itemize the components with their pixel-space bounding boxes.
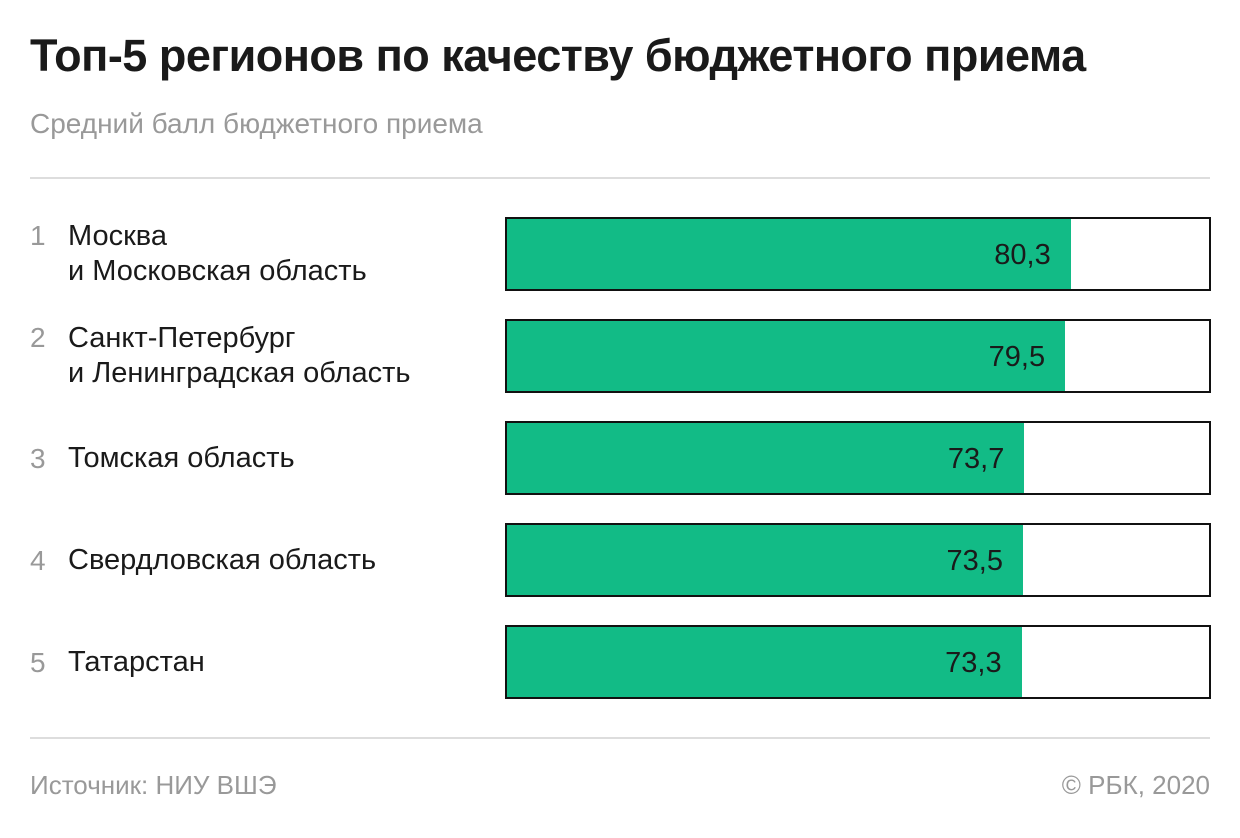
category-label-line: Москва <box>68 220 168 252</box>
rank-number: 3 <box>30 442 46 474</box>
bar-track: 80,3 <box>505 217 1211 291</box>
category-label: Татарстан <box>68 645 488 680</box>
category-label-line: и Московская область <box>68 255 367 287</box>
bar <box>507 321 1066 391</box>
category-label-line: и Ленинградская область <box>68 357 411 389</box>
category-label-line: Санкт-Петербург <box>68 322 296 354</box>
bar <box>507 627 1022 697</box>
copyright-note: © РБК, 2020 <box>1061 770 1210 800</box>
bar-value-label: 73,7 <box>947 443 1005 475</box>
bar <box>507 219 1071 289</box>
category-label: Томская область <box>68 441 488 476</box>
bar-track: 73,3 <box>505 625 1211 699</box>
chart-title: Топ-5 регионов по качеству бюджетного пр… <box>30 30 1086 81</box>
category-label: Свердловская область <box>68 543 488 578</box>
bar <box>507 423 1025 493</box>
category-label: Москва и Московская область <box>68 219 488 289</box>
rank-number: 1 <box>30 220 46 251</box>
top-divider <box>30 177 1210 179</box>
rank-number: 5 <box>30 646 46 678</box>
bar-value-label: 73,5 <box>946 545 1003 577</box>
rank-number: 2 <box>30 322 46 353</box>
bar-track: 73,7 <box>505 421 1211 495</box>
rank-number: 4 <box>30 544 46 576</box>
chart-subtitle: Средний балл бюджетного приема <box>30 108 483 139</box>
category-label-line: Томская область <box>68 441 295 474</box>
bar-value-label: 80,3 <box>994 239 1051 271</box>
source-note: Источник: НИУ ВШЭ <box>30 770 277 800</box>
category-label: Санкт-Петербург и Ленинградская область <box>68 321 488 391</box>
bar-track: 79,5 <box>505 319 1211 393</box>
category-label-line: Татарстан <box>68 645 205 678</box>
category-label-line: Свердловская область <box>68 543 377 576</box>
bar-value-label: 73,3 <box>945 647 1002 679</box>
bar-value-label: 79,5 <box>988 341 1046 373</box>
bottom-divider <box>30 737 1210 739</box>
bar <box>507 525 1023 595</box>
bar-track: 73,5 <box>505 523 1211 597</box>
